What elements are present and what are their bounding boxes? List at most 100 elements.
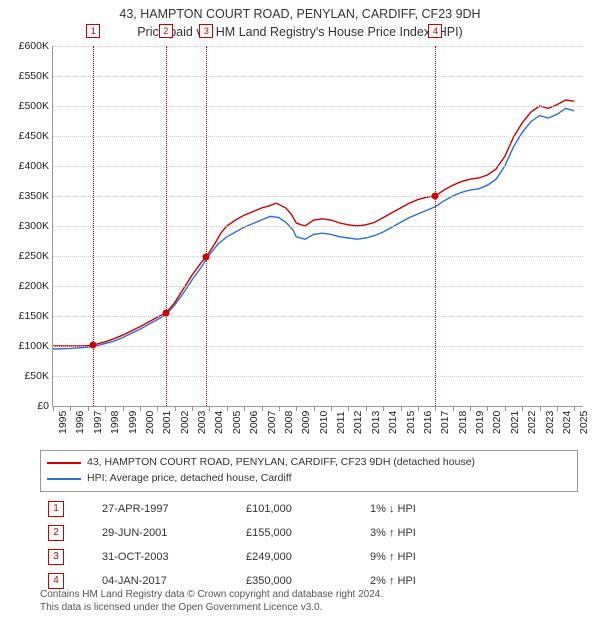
sale-point [203,253,210,260]
x-axis-label: 1996 [74,411,86,434]
x-tick [157,406,158,411]
y-axis-label: £600K [5,40,49,52]
x-axis-label: 2024 [561,411,573,434]
x-axis-label: 2022 [526,411,538,434]
y-axis-label: £200K [5,280,49,292]
x-tick [209,406,210,411]
x-tick [105,406,106,411]
sale-date: 29-JUN-2001 [96,522,238,544]
y-axis-label: £350K [5,190,49,202]
x-axis-label: 2007 [266,411,278,434]
x-tick [70,406,71,411]
x-axis-label: 2025 [578,411,590,434]
legend-item-property: 43, HAMPTON COURT ROAD, PENYLAN, CARDIFF… [47,455,571,471]
x-tick [331,406,332,411]
y-axis-label: £250K [5,250,49,262]
legend-item-hpi: HPI: Average price, detached house, Card… [47,471,571,487]
sale-index-box: 3 [48,549,64,565]
gridline [53,376,583,377]
x-axis-label: 2009 [300,411,312,434]
x-tick [505,406,506,411]
legend-label-property: 43, HAMPTON COURT ROAD, PENYLAN, CARDIFF… [87,455,475,471]
y-axis-label: £0 [5,400,49,412]
x-tick [470,406,471,411]
footer-line1: Contains HM Land Registry data © Crown c… [40,588,383,601]
sale-reference-line [93,46,94,406]
gridline [53,106,583,107]
gridline [53,226,583,227]
y-axis-label: £500K [5,100,49,112]
table-row: 127-APR-1997£101,0001% ↓ HPI [42,498,486,520]
x-axis-label: 2003 [196,411,208,434]
legend-swatch-property [47,462,81,464]
x-axis-label: 2011 [335,411,347,434]
x-tick [123,406,124,411]
x-axis-label: 2023 [544,411,556,434]
sale-vs-hpi: 9% ↑ HPI [364,546,486,568]
footer-line2: This data is licensed under the Open Gov… [40,601,383,614]
series-hpi [53,108,574,349]
x-tick [366,406,367,411]
x-tick [522,406,523,411]
x-tick [453,406,454,411]
x-axis-label: 2015 [405,411,417,434]
sale-vs-hpi: 3% ↑ HPI [364,522,486,544]
gridline [53,166,583,167]
gridline [53,76,583,77]
sale-reference-line [206,46,207,406]
gridline [53,346,583,347]
y-axis-label: £450K [5,130,49,142]
x-tick [296,406,297,411]
x-axis-label: 1998 [109,411,121,434]
x-axis-label: 2005 [231,411,243,434]
x-axis-label: 1995 [57,411,69,434]
sale-index-box: 1 [48,501,64,517]
x-tick [487,406,488,411]
x-axis-label: 2018 [457,411,469,434]
table-row: 229-JUN-2001£155,0003% ↑ HPI [42,522,486,544]
x-axis-label: 2001 [161,411,173,434]
x-axis-label: 2020 [491,411,503,434]
sale-date: 27-APR-1997 [96,498,238,520]
title-line1: 43, HAMPTON COURT ROAD, PENYLAN, CARDIFF… [0,6,600,24]
x-tick [192,406,193,411]
chart-legend: 43, HAMPTON COURT ROAD, PENYLAN, CARDIFF… [40,450,578,492]
gridline [53,196,583,197]
x-tick [435,406,436,411]
x-tick [574,406,575,411]
x-tick [348,406,349,411]
sale-point [90,342,97,349]
gridline [53,46,583,47]
x-axis-label: 2002 [179,411,191,434]
gridline [53,256,583,257]
sale-price: £101,000 [240,498,362,520]
x-axis-label: 2017 [439,411,451,434]
x-tick [540,406,541,411]
sale-reference-line [166,46,167,406]
sale-point [162,310,169,317]
sale-marker: 2 [159,24,173,38]
x-tick [244,406,245,411]
sale-index-box: 4 [48,573,64,589]
x-tick [88,406,89,411]
legend-label-hpi: HPI: Average price, detached house, Card… [87,471,292,487]
sale-price: £249,000 [240,546,362,568]
x-axis-label: 2006 [248,411,260,434]
x-axis-label: 2000 [144,411,156,434]
x-axis-label: 2004 [213,411,225,434]
x-tick [383,406,384,411]
x-tick [140,406,141,411]
x-tick [314,406,315,411]
x-tick [401,406,402,411]
x-axis-label: 2016 [422,411,434,434]
x-tick [175,406,176,411]
sales-table: 127-APR-1997£101,0001% ↓ HPI229-JUN-2001… [40,496,488,594]
x-tick [262,406,263,411]
y-axis-label: £300K [5,220,49,232]
y-axis-label: £50K [5,370,49,382]
x-axis-label: 2021 [509,411,521,434]
x-axis-label: 1997 [92,411,104,434]
sale-marker: 3 [199,24,213,38]
sale-date: 31-OCT-2003 [96,546,238,568]
x-tick [279,406,280,411]
